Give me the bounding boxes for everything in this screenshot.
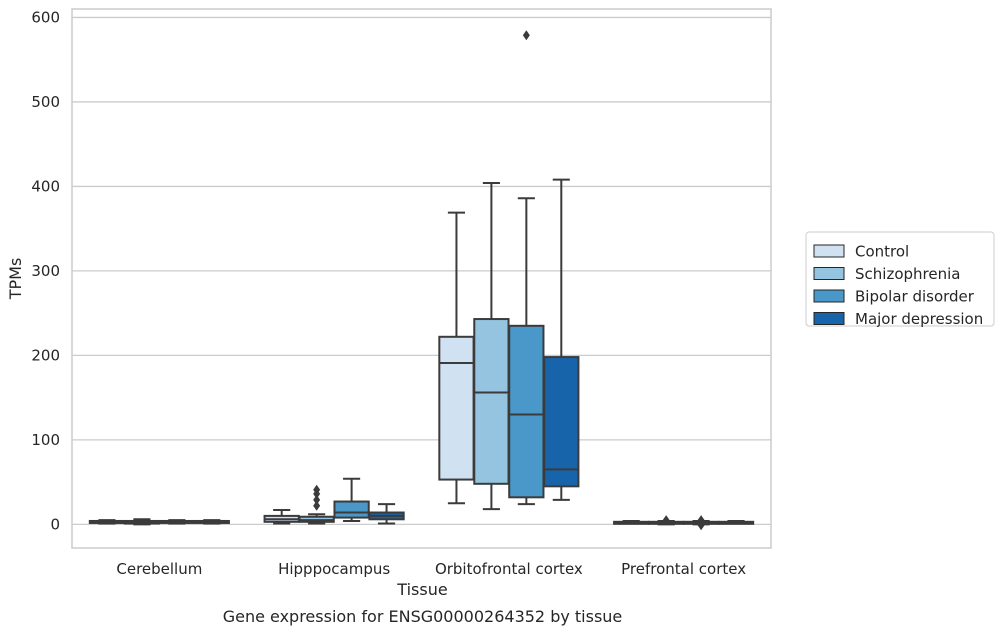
- box-3-1: [648, 515, 685, 526]
- x-tick-label: Cerebellum: [116, 560, 202, 578]
- outlier-point: [522, 30, 530, 41]
- box-3-0: [613, 519, 650, 525]
- x-tick-label: Orbitofrontal cortex: [435, 560, 583, 578]
- x-tick-label: Prefrontal cortex: [621, 560, 746, 578]
- box-1-1: [298, 484, 335, 525]
- legend-swatch: [813, 244, 845, 258]
- box-3-3: [717, 519, 755, 525]
- outlier-point: [313, 500, 321, 511]
- outlier-point: [662, 515, 670, 526]
- y-tick-label: 500: [31, 93, 60, 111]
- box-0-1: [123, 518, 161, 526]
- box-body: [543, 356, 580, 488]
- box-1-3: [368, 503, 405, 525]
- legend-frame: [805, 231, 995, 327]
- box-1-2: [333, 477, 370, 522]
- box-2-2: [508, 30, 545, 506]
- x-axis-title: Tissue: [396, 580, 447, 599]
- legend: Control Schizophrenia Bipolar disorder Majo…: [805, 231, 995, 328]
- gridlines: [72, 16, 771, 525]
- x-tick-label: Hipppocampus: [278, 560, 390, 578]
- y-tick-label: 0: [50, 515, 60, 533]
- box-2-1: [473, 182, 510, 511]
- box-plots: [88, 30, 755, 531]
- legend-label: Control: [855, 243, 909, 261]
- box-body: [473, 318, 510, 485]
- legend-label: Bipolar disorder: [855, 288, 975, 306]
- y-axis-title: TPMs: [6, 258, 25, 301]
- box-0-2: [158, 519, 195, 525]
- outlier-point: [697, 515, 705, 526]
- outlier-point: [313, 484, 321, 495]
- y-tick-label: 600: [31, 8, 60, 26]
- box-body: [508, 324, 545, 499]
- outlier-point: [697, 520, 705, 531]
- x-axis-ticks: Cerebellum Hipppocampus Orbitofrontal cort…: [116, 560, 746, 578]
- box-0-3: [193, 519, 230, 525]
- y-tick-label: 100: [31, 431, 60, 449]
- chart-caption: Gene expression for ENSG00000264352 by t…: [223, 607, 623, 626]
- plot-area-frame: [71, 8, 772, 549]
- box-0-0: [88, 519, 126, 525]
- box-2-3: [543, 178, 580, 501]
- legend-label: Major depression: [855, 310, 983, 328]
- legend-label: Schizophrenia: [855, 265, 960, 283]
- box-2-0: [438, 211, 475, 505]
- y-axis-ticks: 0 100 200 300 400 500 600: [31, 8, 60, 533]
- legend-swatch: [813, 312, 845, 325]
- legend-swatch: [813, 267, 845, 280]
- box-1-0: [263, 508, 300, 525]
- legend-swatch: [813, 289, 845, 303]
- box-body: [438, 335, 475, 481]
- box-body: [333, 500, 370, 519]
- outlier-point: [313, 494, 321, 505]
- y-tick-label: 200: [31, 346, 60, 364]
- box-3-2: [682, 515, 720, 531]
- y-tick-label: 300: [31, 262, 60, 280]
- y-tick-label: 400: [31, 177, 60, 195]
